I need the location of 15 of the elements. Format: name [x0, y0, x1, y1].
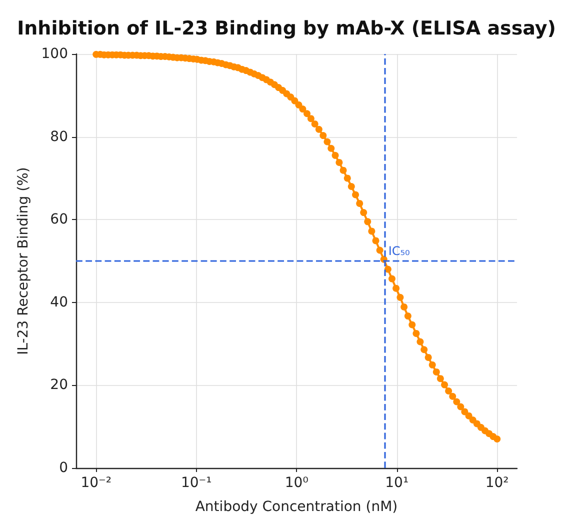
y-tick-label: 60 [50, 212, 68, 228]
x-tick-label: 10⁻¹ [180, 475, 212, 491]
x-tick-label: 10² [485, 475, 509, 491]
y-tick-label: 40 [50, 294, 68, 310]
y-tick-label: 100 [41, 46, 68, 62]
y-tick-label: 0 [59, 460, 68, 476]
y-axis-title: IL-23 Receptor Binding (%) [15, 167, 32, 355]
x-axis-title: Antibody Concentration (nM) [195, 499, 398, 515]
x-tick-label: 10⁰ [284, 475, 309, 491]
x-tick-label: 10⁻² [80, 475, 112, 491]
y-tick-label: 80 [50, 128, 68, 145]
chart-title: Inhibition of IL-23 Binding by mAb-X (ELISA assay) [17, 18, 556, 40]
x-tick-label: 10¹ [385, 475, 409, 491]
ref-line-label: IC₅₀ [388, 244, 410, 258]
y-tick-label: 20 [50, 377, 68, 394]
